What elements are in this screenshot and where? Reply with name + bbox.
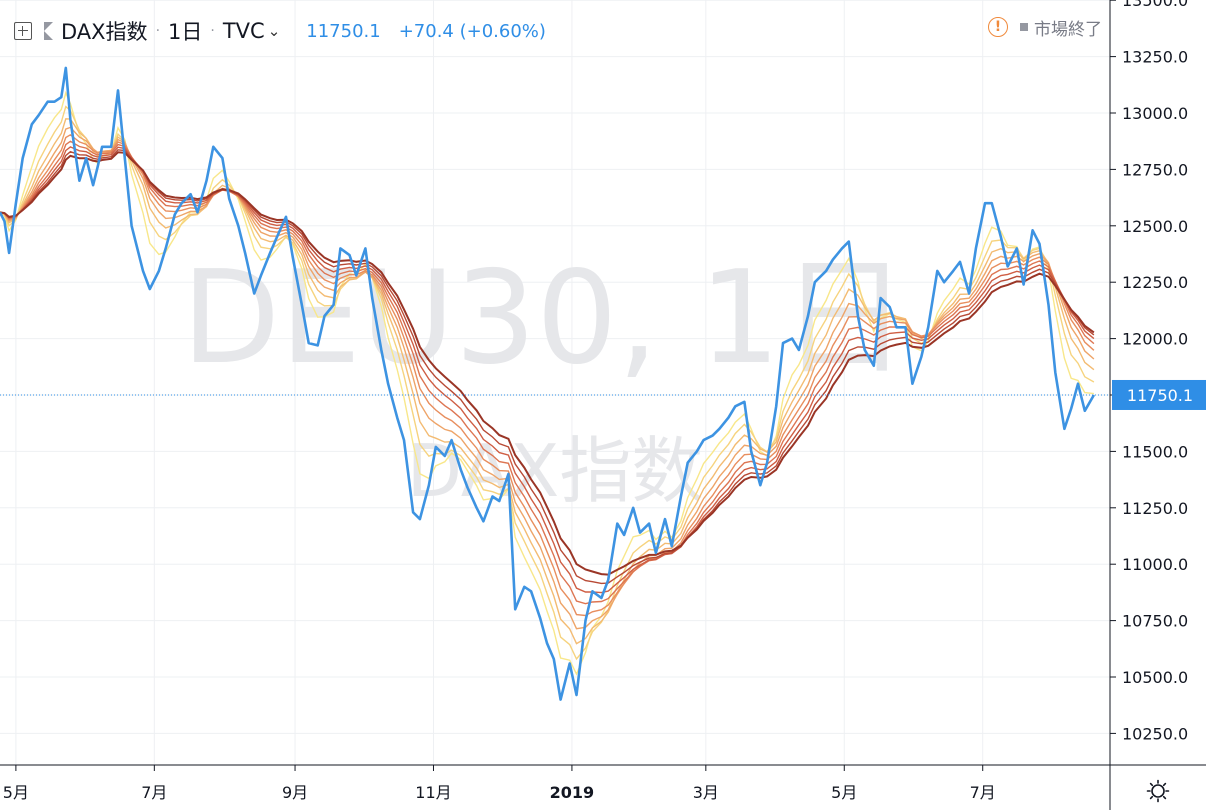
price-series <box>0 66 1096 701</box>
last-price-badge-box <box>1112 379 1206 410</box>
x-tick-label: 3月 <box>693 783 719 802</box>
x-tick-label: 5月 <box>3 783 29 802</box>
y-tick-label: 11250.0 <box>1122 499 1188 518</box>
y-tick-label: 12500.0 <box>1122 217 1188 236</box>
x-tick-label: 7月 <box>141 783 167 802</box>
y-tick-label: 10750.0 <box>1122 612 1188 631</box>
flag-icon <box>44 22 53 40</box>
ma-ribbon-line <box>0 126 1095 630</box>
chevron-down-icon[interactable]: ⌄ <box>267 22 281 40</box>
moving-average-ribbon <box>0 90 1095 676</box>
ma-ribbon-line <box>0 140 1095 605</box>
x-tick-label: 9月 <box>282 783 308 802</box>
interval-label[interactable]: 1日 <box>168 20 203 44</box>
y-tick-label: 12000.0 <box>1122 330 1188 349</box>
y-tick-label: 11500.0 <box>1122 442 1188 461</box>
x-tick-label: 7月 <box>970 783 996 802</box>
y-tick-label: 13000.0 <box>1122 104 1188 123</box>
grid-lines <box>0 0 1110 765</box>
warning-icon[interactable]: ! <box>988 17 1008 37</box>
symbol-name[interactable]: DAX指数 <box>61 20 148 44</box>
watermark: DEU30, 1日 DAX指数 <box>182 244 909 513</box>
ma-ribbon-line <box>0 149 1095 585</box>
chart-header: DAX指数 · 1日 · TVC ⌄ 11750.1 +70.4 (+0.60%… <box>14 14 546 48</box>
y-tick-label: 12750.0 <box>1122 160 1188 179</box>
market-status: ! 市場終了 <box>988 14 1102 40</box>
ma-ribbon-line <box>0 146 1095 594</box>
y-tick-label: 10500.0 <box>1122 668 1188 687</box>
price-change: +70.4 (+0.60%) <box>398 20 546 42</box>
ma-ribbon-line <box>0 105 1095 661</box>
watermark-line-2: DAX指数 <box>407 429 704 513</box>
source-label[interactable]: TVC <box>222 19 265 43</box>
last-price-badge: 11750.1 <box>1112 379 1206 410</box>
last-price: 11750.1 <box>306 20 381 42</box>
x-tick-label: 11月 <box>415 783 451 802</box>
x-tick-label: 5月 <box>831 783 857 802</box>
expand-icon[interactable] <box>14 22 32 40</box>
watermark-line-1: DEU30, 1日 <box>182 244 909 393</box>
settings-gear-icon[interactable] <box>1145 778 1171 804</box>
y-tick-label: 12250.0 <box>1122 273 1188 292</box>
ma-ribbon-line <box>0 133 1095 617</box>
y-tick-label: 13500.0 <box>1122 0 1188 10</box>
separator-dot: · <box>210 23 215 39</box>
x-tick-label: 2019 <box>550 783 595 802</box>
market-status-text: 市場終了 <box>1034 19 1102 40</box>
price-line <box>0 66 1096 701</box>
y-tick-label: 10250.0 <box>1122 724 1188 743</box>
status-square-icon <box>1020 23 1028 31</box>
y-tick-label: 11000.0 <box>1122 555 1188 574</box>
separator-dot: · <box>155 23 161 39</box>
y-tick-label: 13250.0 <box>1122 48 1188 67</box>
last-price-badge-text: 11750.1 <box>1127 386 1193 405</box>
